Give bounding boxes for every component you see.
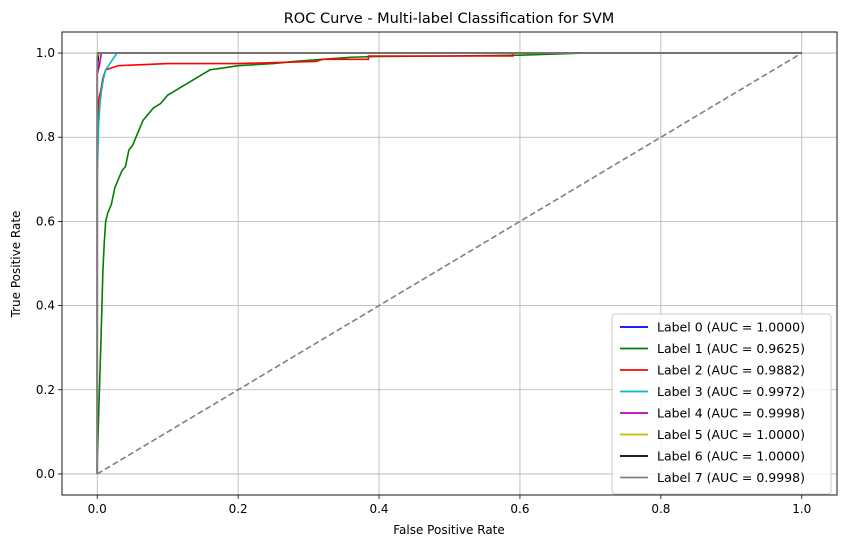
x-tick-label: 1.0 (792, 502, 811, 516)
y-tick-label: 0.8 (36, 130, 55, 144)
plot-frame (61, 31, 838, 496)
legend-entry-label: Label 5 (AUC = 1.0000) (657, 427, 805, 442)
legend-entry-label: Label 1 (AUC = 0.9625) (657, 341, 805, 356)
chance-diagonal-line (96, 52, 803, 475)
legend-entry-label: Label 0 (AUC = 1.0000) (657, 320, 805, 335)
roc-line-label-2 (96, 52, 802, 474)
plot-area (96, 52, 803, 475)
x-tick-label: 0.2 (229, 502, 248, 516)
legend-entry-label: Label 2 (AUC = 0.9882) (657, 363, 805, 378)
y-axis-ticks: 0.0 0.2 0.4 0.6 0.8 1.0 (36, 46, 62, 481)
y-axis-label: True Positive Rate (9, 211, 23, 319)
y-tick-label: 0.2 (36, 383, 55, 397)
y-tick-label: 0.6 (36, 214, 55, 228)
x-tick-label: 0.6 (510, 502, 529, 516)
legend-entry-label: Label 7 (AUC = 0.9998) (657, 470, 805, 485)
legend-entry-label: Label 6 (AUC = 1.0000) (657, 449, 805, 464)
chart-title: ROC Curve - Multi-label Classification f… (284, 11, 615, 27)
x-tick-label: 0.4 (369, 502, 388, 516)
legend-entry-label: Label 4 (AUC = 0.9998) (657, 406, 805, 421)
y-tick-label: 0.4 (36, 299, 55, 313)
x-axis-label: False Positive Rate (393, 523, 505, 537)
y-tick-label: 0.0 (36, 467, 55, 481)
roc-line-label-7 (96, 52, 802, 474)
roc-line-label-3 (96, 52, 802, 474)
legend-entry-label: Label 3 (AUC = 0.9972) (657, 384, 805, 399)
x-axis-ticks: 0.0 0.2 0.4 0.6 0.8 1.0 (88, 495, 811, 516)
y-tick-label: 1.0 (36, 46, 55, 60)
x-tick-label: 0.8 (651, 502, 670, 516)
legend-box (611, 313, 832, 495)
legend: Label 0 (AUC = 1.0000) Label 1 (AUC = 0.9… (611, 313, 832, 495)
x-tick-label: 0.0 (88, 502, 107, 516)
roc-line-label-1 (96, 52, 802, 474)
